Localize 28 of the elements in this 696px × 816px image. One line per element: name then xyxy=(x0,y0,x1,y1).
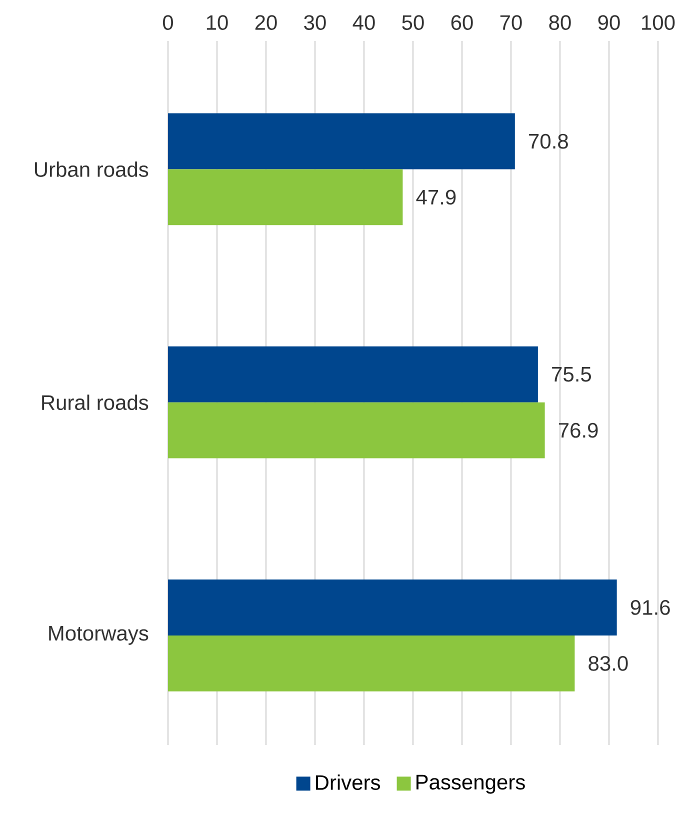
x-tick-label: 50 xyxy=(402,15,424,30)
x-tick-label: 40 xyxy=(352,15,375,30)
data-label: 83.0 xyxy=(588,656,628,671)
data-label: 76.9 xyxy=(558,422,598,438)
data-label: 47.9 xyxy=(416,190,456,205)
x-tick-label: 70 xyxy=(500,15,522,30)
y-tick-label: Motorways xyxy=(49,626,148,645)
x-tick-label: 30 xyxy=(304,15,326,30)
bar xyxy=(168,113,515,170)
x-tick-label: 0 xyxy=(162,15,174,30)
x-tick-label: 20 xyxy=(255,15,277,30)
x-tick-label: 100 xyxy=(642,15,675,30)
x-tick-label: 60 xyxy=(451,15,473,30)
bar xyxy=(168,402,545,458)
x-tick-label: 10 xyxy=(206,15,228,30)
bar xyxy=(168,169,403,226)
bar xyxy=(168,346,538,402)
legend-label: Drivers xyxy=(316,774,380,790)
legend-label: Passengers xyxy=(416,774,525,794)
x-tick-label: 90 xyxy=(598,15,620,30)
bar xyxy=(168,635,575,692)
data-label: 75.5 xyxy=(552,367,591,382)
bar xyxy=(168,580,617,636)
y-tick-label: Rural roads xyxy=(42,394,148,410)
data-label: 91.6 xyxy=(630,600,670,615)
x-tick-label: 80 xyxy=(549,15,571,30)
y-tick-label: Urban roads xyxy=(35,162,148,177)
data-label: 70.8 xyxy=(529,134,568,149)
